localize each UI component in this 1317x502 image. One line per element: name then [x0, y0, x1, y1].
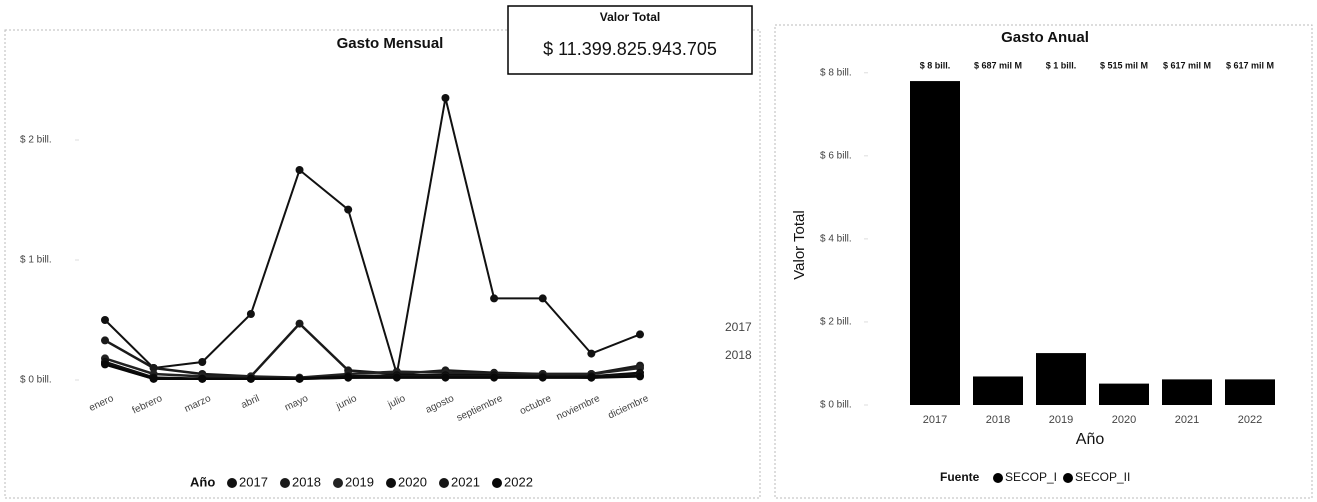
total-card [507, 5, 753, 75]
data-label: $ 687 mil M [974, 60, 1022, 70]
x-tick-label: junio [334, 393, 359, 413]
y-tick-label: $ 1 bill. [20, 255, 52, 266]
point [149, 374, 158, 383]
x-tick-label: julio [386, 393, 408, 411]
bar [1036, 353, 1086, 405]
legend-swatch [492, 478, 502, 488]
point [246, 374, 255, 383]
x-tick-label: 2019 [1049, 414, 1073, 426]
x-tick-label: septiembre [455, 393, 505, 424]
legend-swatch [333, 478, 343, 488]
x-tick-label: 2022 [1238, 414, 1262, 426]
x-tick-label: 2018 [986, 414, 1010, 426]
point [246, 310, 255, 318]
legend-label: 2022 [504, 474, 533, 489]
legend-swatch [1063, 473, 1073, 483]
point [344, 373, 353, 382]
x-tick-label: 2017 [923, 414, 947, 426]
x-tick-label: enero [88, 393, 116, 414]
x-axis-title: Año [1076, 431, 1105, 448]
series-end-label: 2017 [725, 320, 752, 334]
point [295, 319, 304, 328]
point [392, 373, 401, 382]
x-tick-label: 2020 [1112, 414, 1136, 426]
card-title: Valor Total [600, 10, 660, 24]
point [344, 205, 353, 214]
point [101, 336, 109, 345]
legend-swatch [993, 473, 1003, 483]
point [538, 294, 547, 303]
x-tick-label: febrero [131, 393, 165, 417]
legend-label: SECOP_I [1005, 470, 1057, 484]
bar [1162, 379, 1212, 405]
series-line [104, 363, 641, 381]
y-tick-label: $ 0 bill. [20, 375, 52, 386]
point [538, 373, 547, 382]
bar [1099, 383, 1149, 405]
x-tick-label: abril [240, 393, 262, 411]
point [490, 373, 499, 382]
point [636, 330, 644, 339]
y-tick-label: $ 4 bill. [820, 234, 852, 245]
point [101, 360, 109, 369]
y-tick-label: $ 6 bill. [820, 150, 852, 161]
legend-title: Fuente [940, 470, 980, 484]
x-tick-label: mayo [283, 393, 310, 413]
data-label: $ 1 bill. [1046, 60, 1077, 70]
bar [973, 376, 1023, 405]
y-tick-label: $ 2 bill. [20, 135, 52, 146]
point [587, 349, 596, 358]
bar [910, 81, 960, 405]
data-label: $ 515 mil M [1100, 60, 1148, 70]
line-panel [4, 29, 761, 499]
series-line [104, 357, 641, 379]
series-line [104, 321, 641, 378]
point [441, 373, 450, 382]
point [295, 374, 304, 383]
legend-label: 2019 [345, 474, 374, 489]
point [198, 358, 207, 366]
y-tick-label: $ 2 bill. [820, 317, 852, 328]
bar-panel [774, 24, 1313, 499]
point [149, 364, 158, 372]
data-label: $ 617 mil M [1226, 60, 1274, 70]
legend-title: Año [190, 474, 215, 489]
y-tick-label: $ 8 bill. [820, 67, 852, 78]
x-tick-label: 2021 [1175, 414, 1199, 426]
x-tick-label: agosto [424, 393, 456, 416]
x-tick-label: octubre [518, 393, 553, 417]
data-label: $ 8 bill. [920, 60, 951, 70]
x-tick-label: diciembre [606, 393, 650, 421]
legend-swatch [386, 478, 396, 488]
y-tick-label: $ 0 bill. [820, 400, 852, 411]
chart-title: Gasto Anual [1001, 29, 1089, 46]
data-label: $ 617 mil M [1163, 60, 1211, 70]
legend-label: SECOP_II [1075, 470, 1130, 484]
point [636, 372, 644, 381]
legend-swatch [280, 478, 290, 488]
point [295, 166, 304, 174]
y-axis-title: Valor Total [791, 210, 808, 280]
point [101, 316, 109, 324]
series-line [104, 97, 641, 375]
x-tick-label: noviembre [555, 393, 602, 423]
bar [1225, 379, 1275, 405]
card-value: $ 11.399.825.943.705 [543, 39, 717, 59]
point [587, 373, 596, 382]
legend-label: 2021 [451, 474, 480, 489]
point [198, 374, 207, 383]
series-end-label: 2018 [725, 348, 752, 362]
legend-label: 2018 [292, 474, 321, 489]
x-tick-label: marzo [183, 393, 213, 415]
legend-swatch [227, 478, 237, 488]
point [441, 94, 450, 102]
chart-title: Gasto Mensual [337, 35, 444, 52]
legend-label: 2017 [239, 474, 268, 489]
legend-label: 2020 [398, 474, 427, 489]
point [490, 294, 499, 303]
legend-swatch [439, 478, 449, 488]
